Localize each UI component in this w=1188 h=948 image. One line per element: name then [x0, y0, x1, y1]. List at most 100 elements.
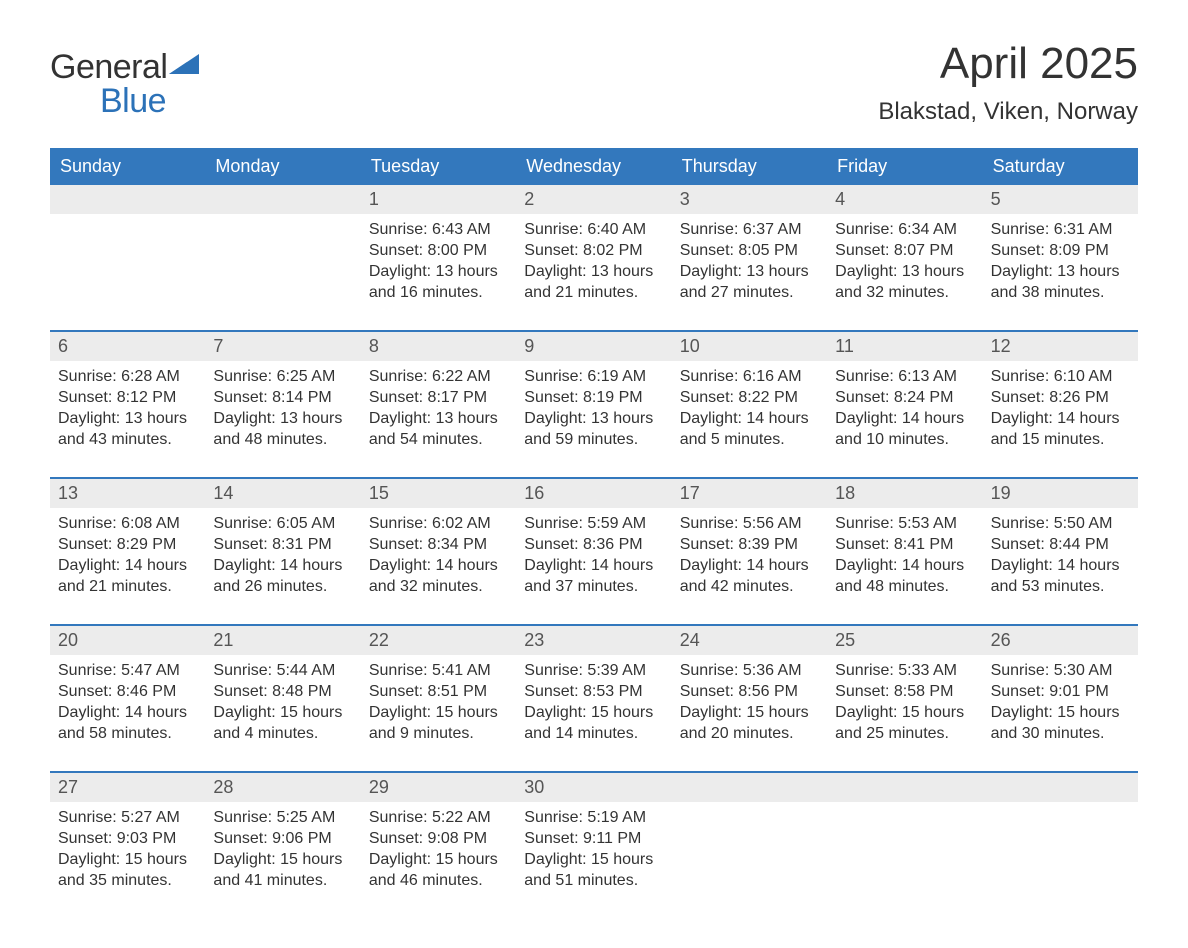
day-number: 15	[361, 479, 516, 508]
day-line: Daylight: 13 hours and 54 minutes.	[369, 409, 508, 451]
day-cell	[672, 802, 827, 898]
day-line: Daylight: 15 hours and 14 minutes.	[524, 703, 663, 745]
calendar-grid: SundayMondayTuesdayWednesdayThursdayFrid…	[50, 148, 1138, 898]
day-number	[50, 185, 205, 214]
day-number: 22	[361, 626, 516, 655]
day-line: Daylight: 15 hours and 20 minutes.	[680, 703, 819, 745]
day-cell: Sunrise: 6:10 AMSunset: 8:26 PMDaylight:…	[983, 361, 1138, 457]
day-line: Sunset: 8:31 PM	[213, 535, 352, 556]
day-number: 24	[672, 626, 827, 655]
day-cell: Sunrise: 5:22 AMSunset: 9:08 PMDaylight:…	[361, 802, 516, 898]
day-line: Sunrise: 5:25 AM	[213, 808, 352, 829]
day-line: Sunset: 8:02 PM	[524, 241, 663, 262]
day-line: Daylight: 13 hours and 38 minutes.	[991, 262, 1130, 304]
day-number: 16	[516, 479, 671, 508]
day-number: 23	[516, 626, 671, 655]
day-number: 30	[516, 773, 671, 802]
day-number: 28	[205, 773, 360, 802]
day-line: Daylight: 15 hours and 30 minutes.	[991, 703, 1130, 745]
day-cell: Sunrise: 6:22 AMSunset: 8:17 PMDaylight:…	[361, 361, 516, 457]
day-line: Sunrise: 5:56 AM	[680, 514, 819, 535]
day-cell: Sunrise: 6:16 AMSunset: 8:22 PMDaylight:…	[672, 361, 827, 457]
day-line: Sunrise: 5:30 AM	[991, 661, 1130, 682]
day-line: Daylight: 14 hours and 48 minutes.	[835, 556, 974, 598]
day-line: Daylight: 15 hours and 51 minutes.	[524, 850, 663, 892]
day-line: Sunset: 8:56 PM	[680, 682, 819, 703]
day-number: 7	[205, 332, 360, 361]
day-line: Sunrise: 5:22 AM	[369, 808, 508, 829]
day-line: Sunset: 8:46 PM	[58, 682, 197, 703]
day-line: Daylight: 15 hours and 9 minutes.	[369, 703, 508, 745]
day-number: 12	[983, 332, 1138, 361]
day-number: 20	[50, 626, 205, 655]
day-number: 11	[827, 332, 982, 361]
day-line: Daylight: 14 hours and 15 minutes.	[991, 409, 1130, 451]
day-line: Daylight: 13 hours and 43 minutes.	[58, 409, 197, 451]
day-number: 25	[827, 626, 982, 655]
day-line: Sunrise: 5:19 AM	[524, 808, 663, 829]
day-cell: Sunrise: 6:25 AMSunset: 8:14 PMDaylight:…	[205, 361, 360, 457]
day-number	[672, 773, 827, 802]
day-line: Sunrise: 6:40 AM	[524, 220, 663, 241]
day-header: Sunday	[50, 148, 205, 185]
day-line: Sunrise: 6:25 AM	[213, 367, 352, 388]
day-cell: Sunrise: 5:33 AMSunset: 8:58 PMDaylight:…	[827, 655, 982, 751]
day-line: Sunset: 8:34 PM	[369, 535, 508, 556]
day-cell: Sunrise: 6:02 AMSunset: 8:34 PMDaylight:…	[361, 508, 516, 604]
day-line: Daylight: 13 hours and 27 minutes.	[680, 262, 819, 304]
day-cell: Sunrise: 6:31 AMSunset: 8:09 PMDaylight:…	[983, 214, 1138, 310]
day-number: 17	[672, 479, 827, 508]
day-line: Daylight: 14 hours and 10 minutes.	[835, 409, 974, 451]
day-number	[983, 773, 1138, 802]
day-cell: Sunrise: 5:41 AMSunset: 8:51 PMDaylight:…	[361, 655, 516, 751]
day-cell: Sunrise: 6:40 AMSunset: 8:02 PMDaylight:…	[516, 214, 671, 310]
day-line: Sunset: 9:03 PM	[58, 829, 197, 850]
day-number: 14	[205, 479, 360, 508]
day-number: 27	[50, 773, 205, 802]
day-line: Sunset: 9:01 PM	[991, 682, 1130, 703]
day-line: Sunset: 9:06 PM	[213, 829, 352, 850]
day-line: Daylight: 15 hours and 41 minutes.	[213, 850, 352, 892]
day-cell: Sunrise: 5:27 AMSunset: 9:03 PMDaylight:…	[50, 802, 205, 898]
day-line: Daylight: 14 hours and 58 minutes.	[58, 703, 197, 745]
day-line: Sunrise: 6:28 AM	[58, 367, 197, 388]
day-line: Daylight: 13 hours and 21 minutes.	[524, 262, 663, 304]
day-cell: Sunrise: 6:37 AMSunset: 8:05 PMDaylight:…	[672, 214, 827, 310]
day-number: 3	[672, 185, 827, 214]
day-cell: Sunrise: 5:47 AMSunset: 8:46 PMDaylight:…	[50, 655, 205, 751]
day-line: Daylight: 14 hours and 21 minutes.	[58, 556, 197, 598]
day-cell: Sunrise: 5:59 AMSunset: 8:36 PMDaylight:…	[516, 508, 671, 604]
day-cell: Sunrise: 6:43 AMSunset: 8:00 PMDaylight:…	[361, 214, 516, 310]
day-number: 19	[983, 479, 1138, 508]
day-line: Sunset: 8:19 PM	[524, 388, 663, 409]
day-line: Daylight: 14 hours and 5 minutes.	[680, 409, 819, 451]
day-line: Sunset: 8:14 PM	[213, 388, 352, 409]
day-line: Sunset: 8:07 PM	[835, 241, 974, 262]
day-number: 29	[361, 773, 516, 802]
day-header: Tuesday	[361, 148, 516, 185]
day-cell: Sunrise: 5:50 AMSunset: 8:44 PMDaylight:…	[983, 508, 1138, 604]
day-line: Sunrise: 6:08 AM	[58, 514, 197, 535]
day-number: 21	[205, 626, 360, 655]
day-number: 26	[983, 626, 1138, 655]
brand-line1: General	[50, 50, 167, 84]
day-number: 4	[827, 185, 982, 214]
day-line: Sunrise: 6:02 AM	[369, 514, 508, 535]
day-cell: Sunrise: 6:08 AMSunset: 8:29 PMDaylight:…	[50, 508, 205, 604]
day-line: Sunrise: 6:31 AM	[991, 220, 1130, 241]
day-line: Sunrise: 5:39 AM	[524, 661, 663, 682]
day-header: Thursday	[672, 148, 827, 185]
day-line: Daylight: 15 hours and 4 minutes.	[213, 703, 352, 745]
day-cell	[50, 214, 205, 310]
day-header: Wednesday	[516, 148, 671, 185]
day-line: Sunset: 8:58 PM	[835, 682, 974, 703]
day-line: Daylight: 13 hours and 48 minutes.	[213, 409, 352, 451]
day-line: Sunset: 8:39 PM	[680, 535, 819, 556]
day-line: Sunrise: 5:53 AM	[835, 514, 974, 535]
day-cell: Sunrise: 5:56 AMSunset: 8:39 PMDaylight:…	[672, 508, 827, 604]
day-line: Daylight: 14 hours and 42 minutes.	[680, 556, 819, 598]
day-line: Sunset: 8:53 PM	[524, 682, 663, 703]
day-line: Sunset: 8:48 PM	[213, 682, 352, 703]
day-line: Sunrise: 5:36 AM	[680, 661, 819, 682]
day-line: Sunset: 8:51 PM	[369, 682, 508, 703]
